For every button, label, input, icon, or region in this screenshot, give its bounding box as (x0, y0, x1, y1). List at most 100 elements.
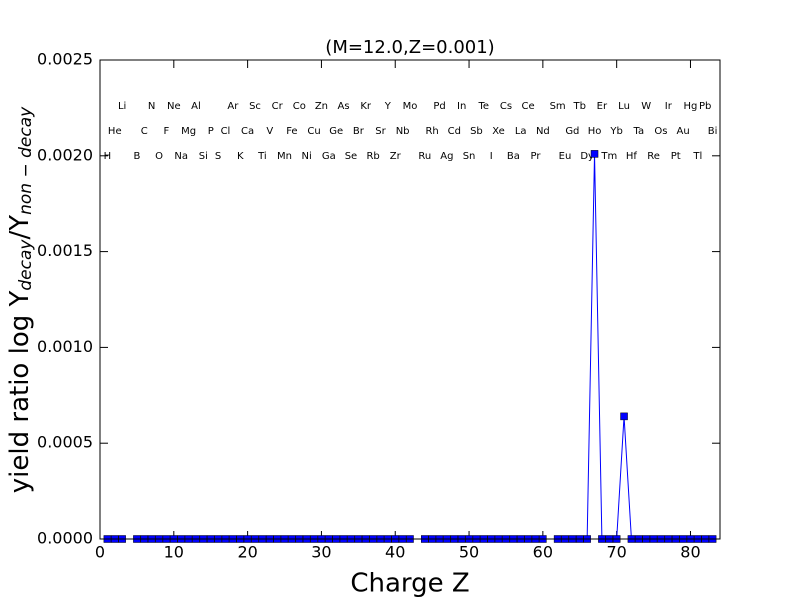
x-tick-label: 10 (164, 543, 184, 562)
element-label: Re (647, 151, 660, 162)
data-point (620, 412, 628, 421)
element-label: Lu (618, 101, 630, 112)
y-tick-label: 0.0010 (37, 337, 93, 356)
element-label: Mo (403, 101, 418, 112)
y-axis-label: yield ratio log Ydecay/Ynon − decay (5, 106, 37, 493)
element-label: Cu (307, 126, 320, 137)
element-label: P (208, 126, 214, 137)
element-label: Cr (272, 101, 284, 112)
element-label: In (457, 101, 466, 112)
element-label: Br (353, 126, 365, 137)
element-label: Os (654, 126, 667, 137)
chart-title: (M=12.0,Z=0.001) (325, 37, 494, 58)
series-line (107, 153, 713, 540)
element-label: La (515, 126, 527, 137)
element-label: Sn (463, 151, 476, 162)
element-label: Na (174, 151, 188, 162)
x-tick-label: 40 (385, 543, 405, 562)
element-label: B (133, 151, 140, 162)
element-label: Ti (257, 151, 267, 162)
element-label: Ru (418, 151, 431, 162)
y-label-main: yield ratio log Y (5, 290, 35, 493)
element-label: Ar (227, 101, 239, 112)
element-label: Hg (684, 101, 698, 112)
x-tick-label: 30 (311, 543, 331, 562)
plot-frame (99, 59, 721, 540)
element-label: Fe (286, 126, 297, 137)
element-label: Mg (181, 126, 196, 137)
element-label: Mn (277, 151, 292, 162)
element-label: Hf (626, 151, 638, 162)
x-tick-label: 80 (680, 543, 700, 562)
element-label: Yb (609, 126, 622, 137)
element-label: Sm (550, 101, 566, 112)
element-label: Ir (665, 101, 673, 112)
element-label: Pd (433, 101, 445, 112)
element-label: Pr (530, 151, 541, 162)
element-label: Zr (390, 151, 402, 162)
element-label: Eu (559, 151, 572, 162)
y-tick-label: 0.0020 (37, 145, 93, 164)
element-label: Tl (692, 151, 702, 162)
element-label: V (266, 126, 273, 137)
element-label: Ta (633, 126, 645, 137)
data-point (590, 150, 599, 158)
element-label: Ca (241, 126, 254, 137)
element-label: Li (118, 101, 126, 112)
element-label: N (148, 101, 155, 112)
element-label: Y (384, 101, 392, 112)
y-tick-label: 0.0000 (37, 529, 93, 548)
element-label: Tb (573, 101, 586, 112)
x-axis-label: Charge Z (350, 569, 469, 599)
element-label: K (237, 151, 244, 162)
element-label: Ho (588, 126, 602, 137)
element-label: Er (597, 101, 608, 112)
element-label: Si (199, 151, 208, 162)
element-label: He (108, 126, 122, 137)
x-tick-label: 60 (533, 543, 553, 562)
element-label: W (641, 101, 651, 112)
element-label: Se (345, 151, 358, 162)
element-label: Xe (492, 126, 505, 137)
y-tick-label: 0.0005 (37, 433, 93, 452)
x-tick-label: 70 (606, 543, 626, 562)
element-label: Au (677, 126, 690, 137)
element-label: Kr (360, 101, 372, 112)
element-label: Zn (315, 101, 328, 112)
y-tick-label: 0.0025 (37, 50, 93, 69)
element-label: Ce (522, 101, 535, 112)
element-label: Te (478, 101, 490, 112)
x-tick-label: 50 (459, 543, 479, 562)
element-label: Rb (366, 151, 379, 162)
element-label: Ga (322, 151, 336, 162)
element-label: Ne (167, 101, 181, 112)
element-label: Gd (565, 126, 579, 137)
element-label: Ge (329, 126, 343, 137)
element-label: Bi (708, 126, 718, 137)
element-label: O (155, 151, 163, 162)
element-label: Sb (470, 126, 483, 137)
element-label: Ag (440, 151, 453, 162)
y-label-mid: /Y (5, 215, 35, 240)
element-label: Nb (396, 126, 410, 137)
y-label-sub: non − decay (16, 106, 36, 215)
element-label: Cs (500, 101, 512, 112)
element-label: C (141, 126, 148, 137)
x-tick-label: 20 (237, 543, 257, 562)
element-label: Co (293, 101, 306, 112)
y-tick-label: 0.0015 (37, 241, 93, 260)
element-label: Ni (302, 151, 312, 162)
element-label: Sc (249, 101, 261, 112)
y-label-sub: decay (16, 239, 36, 291)
element-label: H (104, 151, 112, 162)
element-label: Sr (375, 126, 386, 137)
element-label: Al (191, 101, 201, 112)
element-label: Pt (671, 151, 681, 162)
element-label: Dy (580, 151, 594, 162)
element-label: As (338, 101, 350, 112)
element-label: Cd (448, 126, 461, 137)
element-label: I (490, 151, 493, 162)
element-label: Cl (221, 126, 231, 137)
element-label: Rh (425, 126, 438, 137)
